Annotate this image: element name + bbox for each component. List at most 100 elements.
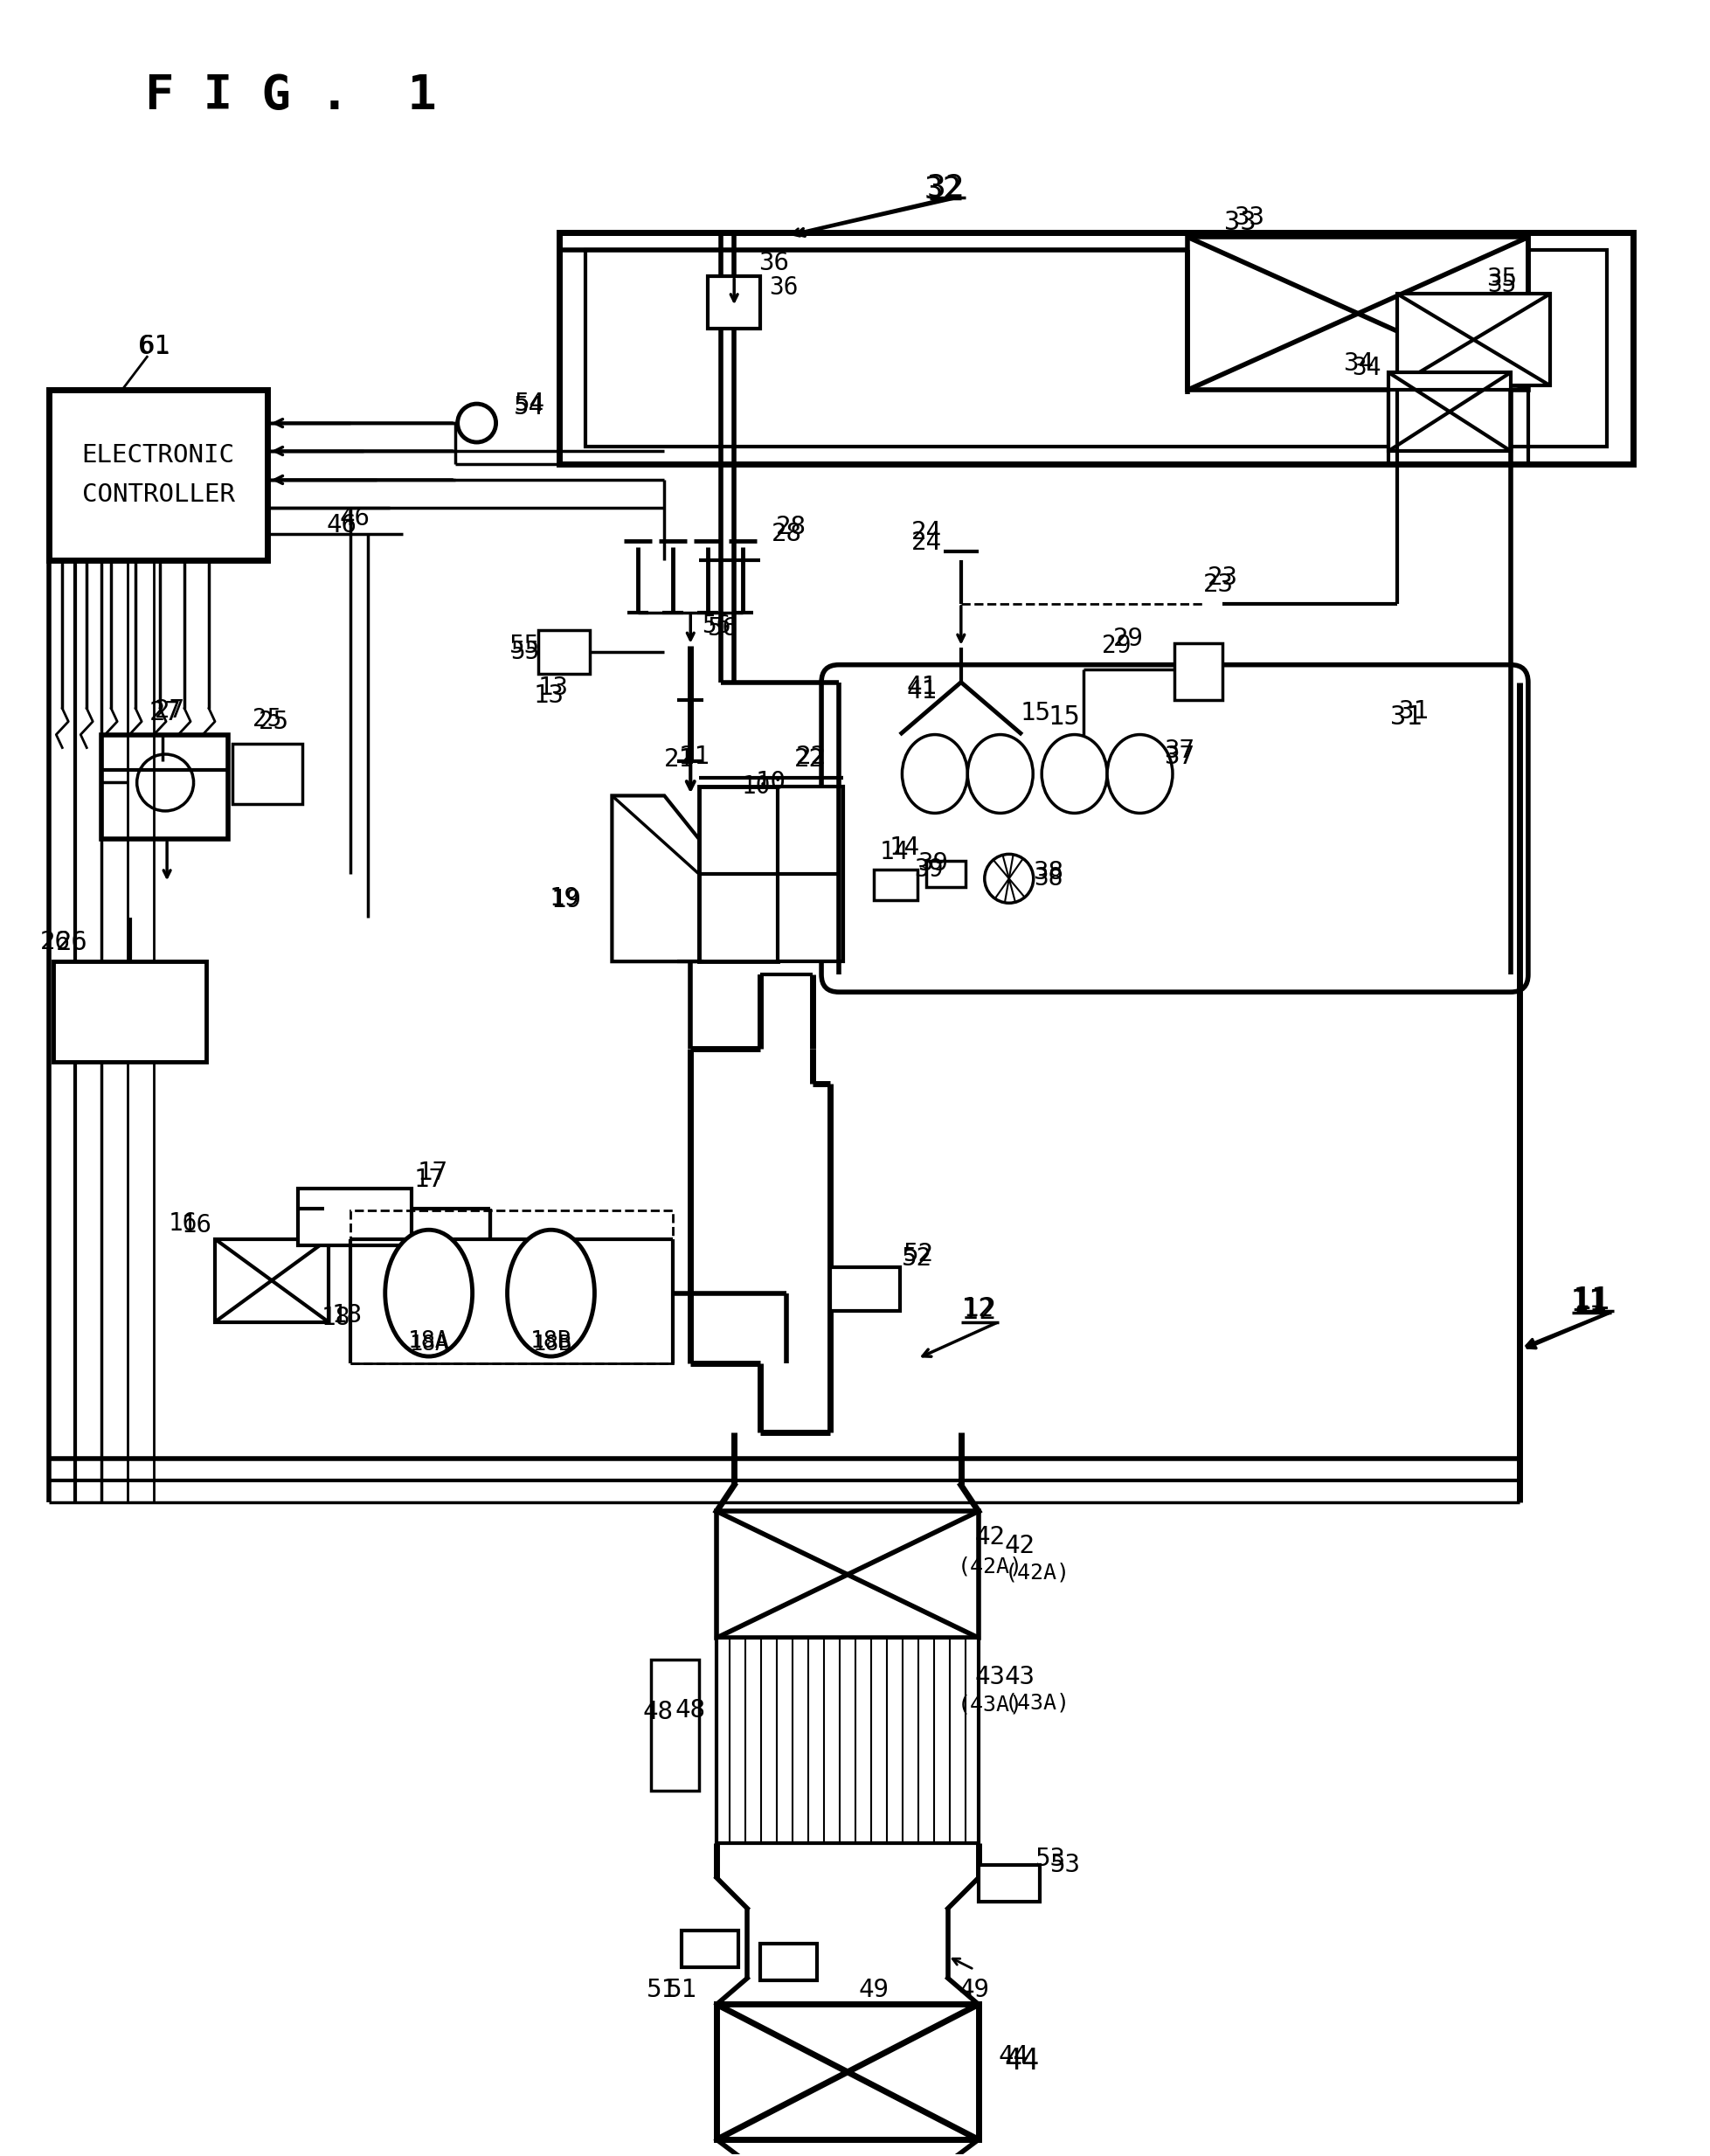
Text: 28: 28 (776, 515, 805, 539)
Text: 61: 61 (139, 334, 169, 358)
Text: 11: 11 (1573, 1287, 1604, 1313)
Text: 24: 24 (911, 520, 942, 543)
Text: 49: 49 (858, 1977, 889, 2001)
Text: 28: 28 (771, 522, 802, 545)
Text: 27: 27 (154, 699, 185, 722)
Bar (682, 1930, 739, 1966)
Text: 18A: 18A (409, 1330, 450, 1352)
Text: 11: 11 (1573, 1285, 1611, 1315)
Text: 27: 27 (149, 701, 181, 724)
Text: 10: 10 (756, 770, 787, 796)
Bar (874, 869, 917, 901)
Text: CONTROLLER: CONTROLLER (82, 483, 234, 507)
Ellipse shape (1106, 735, 1173, 813)
Text: 26: 26 (39, 929, 70, 955)
Bar (708, 276, 761, 330)
Bar (587, 250, 1607, 446)
Bar (351, 1210, 674, 1363)
Text: 36: 36 (769, 276, 799, 300)
Text: 17: 17 (414, 1166, 445, 1192)
Text: 13: 13 (539, 675, 569, 701)
Text: 56: 56 (703, 612, 732, 638)
Text: 10: 10 (742, 774, 771, 800)
Bar (716, 2005, 978, 2139)
Text: 25: 25 (258, 709, 289, 733)
Text: (42A): (42A) (1005, 1561, 1070, 1583)
Text: 37: 37 (1165, 744, 1195, 770)
Bar (539, 630, 590, 673)
Text: 23: 23 (1207, 565, 1238, 591)
Text: 43: 43 (975, 1664, 1005, 1690)
Text: 55: 55 (510, 634, 540, 658)
Bar (699, 787, 778, 962)
Text: 18: 18 (332, 1302, 363, 1328)
Text: 25: 25 (253, 707, 282, 731)
Text: 37: 37 (1165, 737, 1195, 763)
Bar (1175, 642, 1223, 701)
Text: (43A): (43A) (1005, 1692, 1070, 1714)
Text: (42A): (42A) (958, 1557, 1023, 1576)
Text: 19: 19 (549, 886, 580, 910)
Bar (927, 860, 966, 888)
Ellipse shape (968, 735, 1033, 813)
Text: 31: 31 (1397, 699, 1428, 722)
Text: 39: 39 (915, 858, 944, 882)
Text: 26: 26 (55, 929, 87, 955)
Text: 14: 14 (889, 837, 920, 860)
Text: 54: 54 (515, 392, 545, 416)
Text: 53: 53 (1050, 1852, 1081, 1878)
Bar (716, 1511, 978, 1639)
Bar (215, 1240, 328, 1322)
Text: 61: 61 (139, 334, 169, 358)
Bar (233, 744, 303, 804)
Bar (50, 390, 267, 561)
FancyBboxPatch shape (821, 664, 1529, 992)
Ellipse shape (385, 1229, 472, 1356)
Bar (978, 1865, 1040, 1902)
Text: 16: 16 (168, 1212, 198, 1235)
Text: 13: 13 (534, 683, 564, 707)
Text: 12: 12 (963, 1296, 994, 1322)
Text: 38: 38 (1033, 867, 1064, 890)
Text: 46: 46 (339, 507, 369, 530)
Text: 35: 35 (1488, 274, 1517, 298)
Bar (1397, 293, 1549, 386)
Text: 18B: 18B (534, 1332, 573, 1354)
Text: 23: 23 (1204, 571, 1233, 597)
Text: 51: 51 (646, 1977, 677, 2001)
Text: 44: 44 (1005, 2046, 1040, 2076)
Bar (1389, 373, 1510, 451)
Text: 18B: 18B (530, 1330, 571, 1352)
Text: 22: 22 (795, 744, 826, 770)
Text: 42: 42 (975, 1524, 1005, 1550)
Text: 34: 34 (1342, 351, 1373, 375)
Text: 42: 42 (1005, 1533, 1035, 1559)
Text: (43A): (43A) (958, 1695, 1023, 1716)
Text: 21: 21 (663, 746, 694, 772)
Ellipse shape (508, 1229, 595, 1356)
Text: 56: 56 (708, 617, 739, 640)
Text: 14: 14 (879, 841, 908, 865)
Text: 38: 38 (1033, 860, 1064, 884)
Text: 54: 54 (513, 395, 544, 420)
Text: F I G .  1: F I G . 1 (145, 73, 436, 119)
Text: 11: 11 (1570, 1287, 1607, 1317)
Text: 24: 24 (911, 530, 942, 554)
Text: 31: 31 (1390, 705, 1423, 731)
Text: 18: 18 (321, 1304, 351, 1330)
Text: 16: 16 (181, 1214, 212, 1238)
Bar (829, 1268, 899, 1311)
Text: 32: 32 (925, 175, 963, 205)
Text: 46: 46 (327, 513, 357, 537)
Bar (761, 1943, 817, 1979)
Text: 52: 52 (903, 1246, 932, 1270)
Text: 49: 49 (959, 1977, 990, 2001)
Bar (101, 735, 227, 839)
Bar (652, 1660, 699, 1789)
Text: 15: 15 (1019, 701, 1050, 724)
Bar (1188, 237, 1529, 390)
Text: 39: 39 (918, 852, 949, 875)
Text: 51: 51 (667, 1977, 698, 2001)
Text: 43: 43 (1005, 1664, 1035, 1690)
Text: 55: 55 (510, 640, 539, 664)
